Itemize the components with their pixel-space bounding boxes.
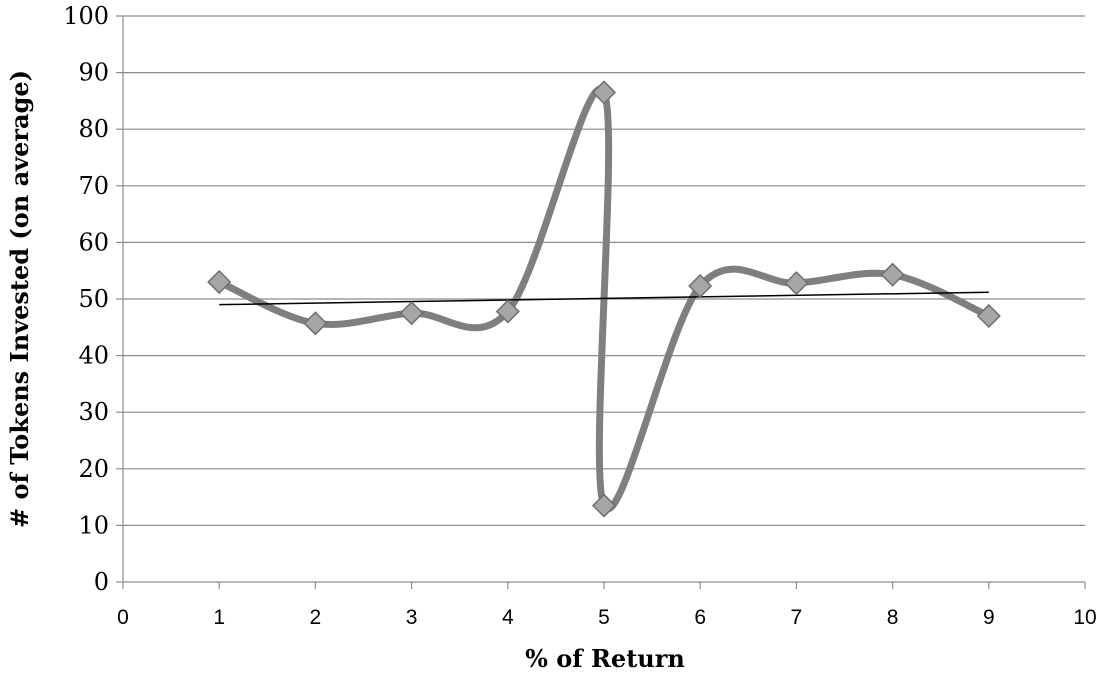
trendline-layer	[219, 291, 989, 306]
data-point-marker	[495, 299, 520, 324]
y-tick-label: 50	[78, 285, 109, 313]
x-tick-label: 0	[117, 606, 129, 629]
x-tick-label: 1	[213, 606, 225, 629]
x-tick-label: 8	[887, 606, 899, 629]
x-tick-label: 9	[983, 606, 995, 629]
y-tick-label: 40	[78, 342, 109, 370]
data-point-marker	[303, 311, 328, 336]
x-tick-label: 5	[598, 606, 610, 629]
x-axis-title: % of Return	[525, 644, 685, 673]
y-tick-label: 60	[78, 228, 109, 256]
y-tick-label: 30	[78, 398, 109, 426]
data-point-marker	[399, 301, 424, 326]
y-tick-labels: 0 10 20 30 40 50 60 70 80 90 100	[63, 2, 109, 596]
x-tick-label: 3	[406, 606, 418, 629]
y-tick-label: 20	[78, 455, 109, 483]
y-tick-label: 0	[94, 568, 109, 596]
x-tick-label: 4	[502, 606, 514, 629]
y-tick-label: 10	[78, 511, 109, 539]
data-point-marker	[591, 80, 617, 105]
y-axis-title: # of Tokens Invested (on average)	[5, 70, 34, 528]
data-point-marker	[880, 262, 905, 287]
y-tick-label: 100	[63, 2, 109, 30]
x-tick-label: 2	[310, 606, 322, 629]
trendline	[219, 291, 989, 306]
y-tick-label: 80	[78, 115, 109, 143]
marker-layer	[207, 80, 1001, 518]
x-tick-label: 10	[1073, 606, 1096, 629]
data-point-marker	[976, 303, 1001, 329]
axes	[116, 15, 1086, 589]
y-tick-label: 90	[78, 59, 109, 87]
data-point-marker	[688, 273, 713, 299]
data-point-marker	[591, 493, 617, 518]
x-tick-label: 6	[694, 606, 706, 629]
data-point-marker	[207, 269, 232, 295]
data-point-marker	[784, 271, 809, 296]
y-tick-label: 70	[78, 172, 109, 200]
x-tick-labels: 0 1 2 3 4 5 6 7 8 9 10	[117, 606, 1097, 629]
x-tick-label: 7	[791, 606, 803, 629]
